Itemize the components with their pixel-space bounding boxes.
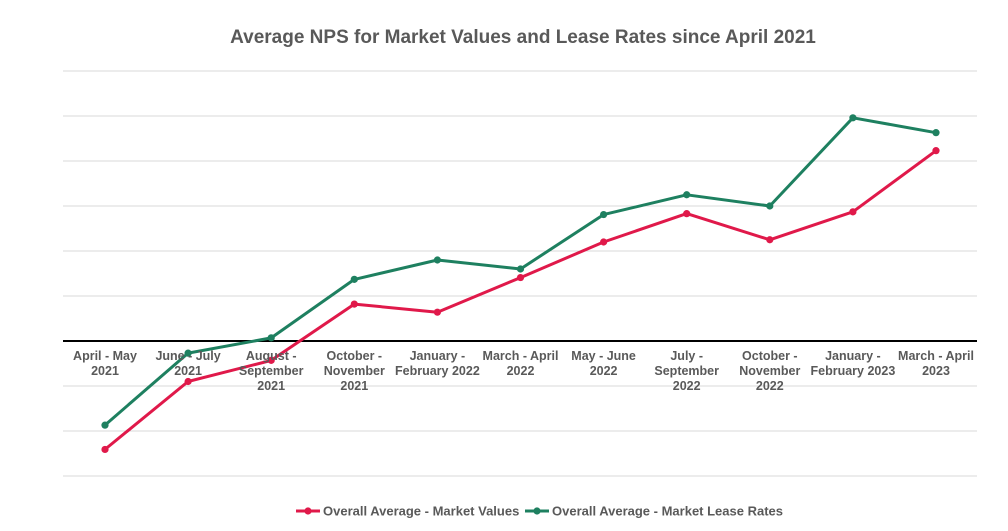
- data-point: [184, 349, 192, 357]
- data-point: [600, 210, 608, 219]
- data-point: [932, 147, 940, 155]
- legend: Overall Average - Market Values Overall A…: [296, 504, 783, 519]
- data-point: [849, 114, 857, 122]
- series-lines: [101, 114, 940, 454]
- legend-item: Overall Average - Market Values: [296, 504, 519, 519]
- x-tick-label: May - June 2022: [571, 349, 636, 378]
- x-tick-label: October -November 2021: [324, 349, 385, 393]
- chart-title: Average NPS for Market Values and Lease …: [230, 27, 816, 48]
- x-axis-tick-labels: April - May 2021 June - July 2021 August -Se…: [73, 349, 974, 393]
- data-point: [600, 238, 608, 246]
- data-point: [267, 356, 275, 364]
- series-1: [101, 147, 940, 454]
- legend-swatch-marker: [533, 507, 541, 515]
- series-2: [101, 114, 940, 429]
- x-tick-label: March - April 2023: [898, 349, 974, 378]
- legend-item: Overall Average - Market Lease Rates: [525, 504, 783, 519]
- x-tick-label: July -September 2022: [654, 349, 719, 393]
- series-line: [103, 149, 938, 451]
- gridlines: [63, 70, 977, 477]
- data-point: [849, 208, 857, 216]
- data-point: [433, 308, 441, 316]
- data-point: [184, 377, 192, 386]
- data-point: [516, 265, 525, 273]
- data-point: [516, 273, 525, 282]
- x-tick-label: April - May 2021: [73, 349, 137, 378]
- data-point: [932, 129, 940, 137]
- legend-label: Overall Average - Market Values: [323, 504, 519, 519]
- x-tick-label: June - July 2021: [155, 349, 220, 378]
- x-tick-label: August -September 2021: [239, 349, 304, 393]
- data-point: [683, 210, 691, 218]
- data-point: [101, 445, 109, 454]
- x-tick-label: March - April 2022: [483, 349, 559, 378]
- legend-label: Overall Average - Market Lease Rates: [552, 504, 783, 519]
- x-tick-label: January -February 2022: [395, 349, 480, 378]
- legend-swatch-marker: [304, 507, 312, 515]
- data-point: [433, 256, 441, 264]
- data-point: [766, 236, 774, 244]
- data-point: [267, 334, 275, 342]
- x-tick-label: January -February 2023: [811, 349, 896, 378]
- data-point: [350, 275, 358, 283]
- data-point: [766, 202, 774, 210]
- data-point: [683, 191, 691, 199]
- data-point: [350, 300, 358, 308]
- x-tick-label: October -November 2022: [739, 349, 800, 393]
- data-point: [101, 421, 109, 429]
